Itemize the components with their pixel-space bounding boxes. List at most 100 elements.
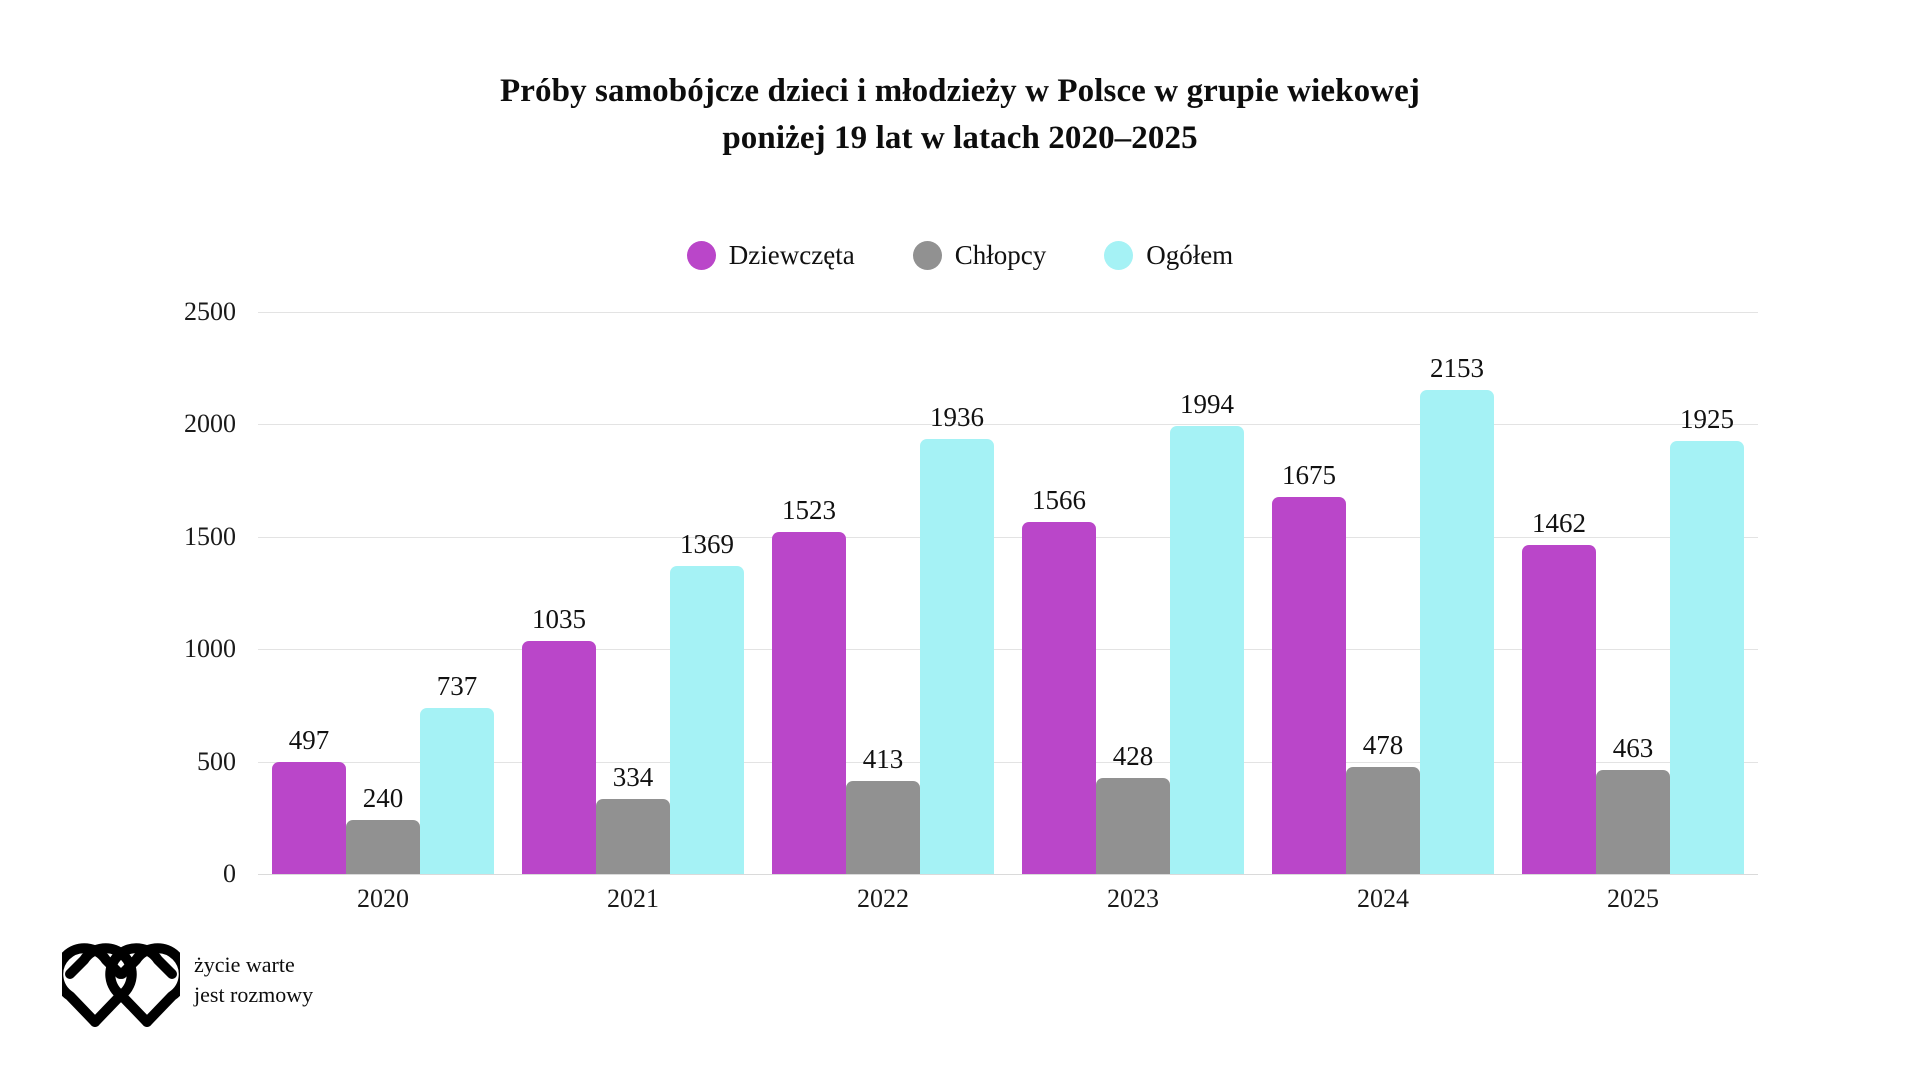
gridline-2500: 2500 (184, 297, 1758, 326)
x-axis-label-2021: 2021 (607, 884, 659, 913)
bar-ogółem-2025[interactable]: 1925 (1670, 404, 1744, 874)
bar-value-label: 1675 (1282, 460, 1336, 491)
x-axis-label-2022: 2022 (857, 884, 909, 913)
gridline-1000: 1000 (184, 634, 1758, 663)
y-axis-tick-2500: 2500 (184, 297, 236, 326)
legend-swatch-icon-dziewczeta (686, 241, 716, 270)
bar-group-2022: 1523 413 1936 (758, 312, 1008, 874)
legend-swatch-icon-ogolem (1104, 241, 1134, 270)
chart-title: Próby samobójcze dzieci i młodzieży w Po… (0, 68, 1920, 162)
x-axis-label-2023: 2023 (1107, 884, 1159, 913)
bar-group-2024: 1675 478 2153 (1258, 312, 1508, 874)
gridlines: 2500 2000 1500 1000 500 0 (184, 297, 1758, 888)
gridline-0: 0 (223, 859, 1758, 888)
bar-value-label: 1936 (930, 401, 984, 432)
gridline-1500: 1500 (184, 522, 1758, 551)
bar-dziewczęta-2021[interactable]: 1035 (522, 604, 596, 874)
bar-value-label: 240 (362, 783, 404, 814)
bar-dziewczęta-2025[interactable]: 1462 (1522, 508, 1596, 874)
y-axis-tick-0: 0 (223, 859, 236, 888)
legend-label-chlopcy: Chłopcy (954, 240, 1047, 270)
bar-slot: 497 (272, 312, 346, 874)
bar-slot: 1462 (1522, 312, 1596, 874)
legend-item-dziewczeta[interactable]: Dziewczęta (686, 240, 855, 271)
bar-value-label: 1566 (1032, 484, 1086, 515)
bar-chłopcy-2023[interactable]: 428 (1096, 741, 1170, 874)
bar-value-label: 1462 (1532, 508, 1586, 539)
bar-ogółem-2022[interactable]: 1936 (920, 402, 994, 874)
legend-item-ogolem[interactable]: Ogółem (1104, 240, 1233, 271)
chart-title-line-1: Próby samobójcze dzieci i młodzieży w Po… (500, 73, 1420, 109)
double-ribbon-logo-icon (62, 943, 180, 1027)
bar-slot: 2153 (1420, 312, 1494, 874)
bars-layer: 497 240 737 1035 334 1369 1523 413 1936 1566 428 19… (258, 312, 1758, 874)
bar-slot: 1925 (1670, 312, 1744, 874)
legend-swatch-icon-chlopcy (912, 241, 942, 270)
legend-label-ogolem: Ogółem (1146, 240, 1234, 270)
chart-legend: Dziewczęta Chłopcy Ogółem (0, 240, 1920, 271)
bar-group-2025: 1462 463 1925 (1508, 312, 1758, 874)
bar-value-label: 1369 (680, 529, 734, 560)
bar-ogółem-2023[interactable]: 1994 (1170, 389, 1244, 874)
bar-ogółem-2024[interactable]: 2153 (1420, 353, 1494, 874)
bar-slot: 1523 (772, 312, 846, 874)
bar-ogółem-2021[interactable]: 1369 (670, 529, 744, 874)
bar-chłopcy-2025[interactable]: 463 (1596, 733, 1670, 874)
bar-slot: 1994 (1170, 312, 1244, 874)
bar-dziewczęta-2024[interactable]: 1675 (1272, 460, 1346, 874)
bar-chłopcy-2020[interactable]: 240 (346, 783, 420, 874)
bar-value-label: 497 (288, 725, 330, 756)
bar-dziewczęta-2023[interactable]: 1566 (1022, 485, 1096, 874)
bar-value-label: 478 (1362, 729, 1404, 760)
y-axis-tick-2000: 2000 (184, 409, 236, 439)
y-axis-tick-500: 500 (197, 746, 236, 776)
bar-value-label: 1035 (532, 604, 586, 635)
y-axis-tick-1500: 1500 (184, 521, 236, 551)
bar-group-2021: 1035 334 1369 (508, 312, 758, 874)
bar-slot: 737 (420, 312, 494, 874)
bar-chłopcy-2022[interactable]: 413 (846, 744, 920, 874)
bar-group-2023: 1566 428 1994 (1008, 312, 1258, 874)
bar-slot: 413 (846, 312, 920, 874)
bar-value-label: 463 (1612, 732, 1654, 763)
bar-value-label: 428 (1112, 740, 1154, 771)
brand-logo-text: życie warte jest rozmowy (194, 950, 313, 1010)
x-axis-label-2025: 2025 (1607, 884, 1659, 913)
bar-value-label: 334 (612, 761, 654, 792)
bar-slot: 334 (596, 312, 670, 874)
brand-logo-line-1: życie warte (194, 952, 295, 977)
brand-logo: życie warte jest rozmowy (62, 930, 313, 1030)
bar-slot: 428 (1096, 312, 1170, 874)
x-axis-label-2020: 2020 (357, 884, 409, 913)
gridline-2000: 2000 (184, 409, 1758, 438)
chart-title-line-2: poniżej 19 lat w latach 2020–2025 (722, 120, 1198, 156)
bar-chłopcy-2021[interactable]: 334 (596, 762, 670, 874)
bar-dziewczęta-2020[interactable]: 497 (272, 725, 346, 874)
bar-slot: 1035 (522, 312, 596, 874)
bar-slot: 1369 (670, 312, 744, 874)
bar-value-label: 737 (436, 671, 478, 702)
bar-slot: 240 (346, 312, 420, 874)
bar-value-label: 2153 (1430, 353, 1484, 384)
bar-ogółem-2020[interactable]: 737 (420, 671, 494, 874)
bar-slot: 1675 (1272, 312, 1346, 874)
x-axis-labels: 2020 2021 2022 2023 2024 2025 (258, 884, 1758, 914)
bar-chłopcy-2024[interactable]: 478 (1346, 730, 1420, 874)
bar-value-label: 1523 (782, 494, 836, 525)
bar-slot: 1936 (920, 312, 994, 874)
bar-value-label: 1925 (1680, 404, 1734, 435)
legend-label-dziewczeta: Dziewczęta (728, 240, 855, 270)
x-axis-label-2024: 2024 (1357, 884, 1409, 913)
bar-slot: 463 (1596, 312, 1670, 874)
bar-value-label: 413 (862, 744, 904, 775)
gridline-500: 500 (197, 747, 1758, 776)
bar-dziewczęta-2022[interactable]: 1523 (772, 495, 846, 874)
bar-group-2020: 497 240 737 (258, 312, 508, 874)
bar-slot: 1566 (1022, 312, 1096, 874)
plot-area: 2500 2000 1500 1000 500 0 497 240 737 1035 334 136… (184, 297, 1758, 888)
brand-logo-line-2: jest rozmowy (194, 982, 314, 1007)
y-axis-tick-1000: 1000 (184, 634, 236, 664)
bar-slot: 478 (1346, 312, 1420, 874)
legend-item-chlopcy[interactable]: Chłopcy (912, 240, 1047, 271)
